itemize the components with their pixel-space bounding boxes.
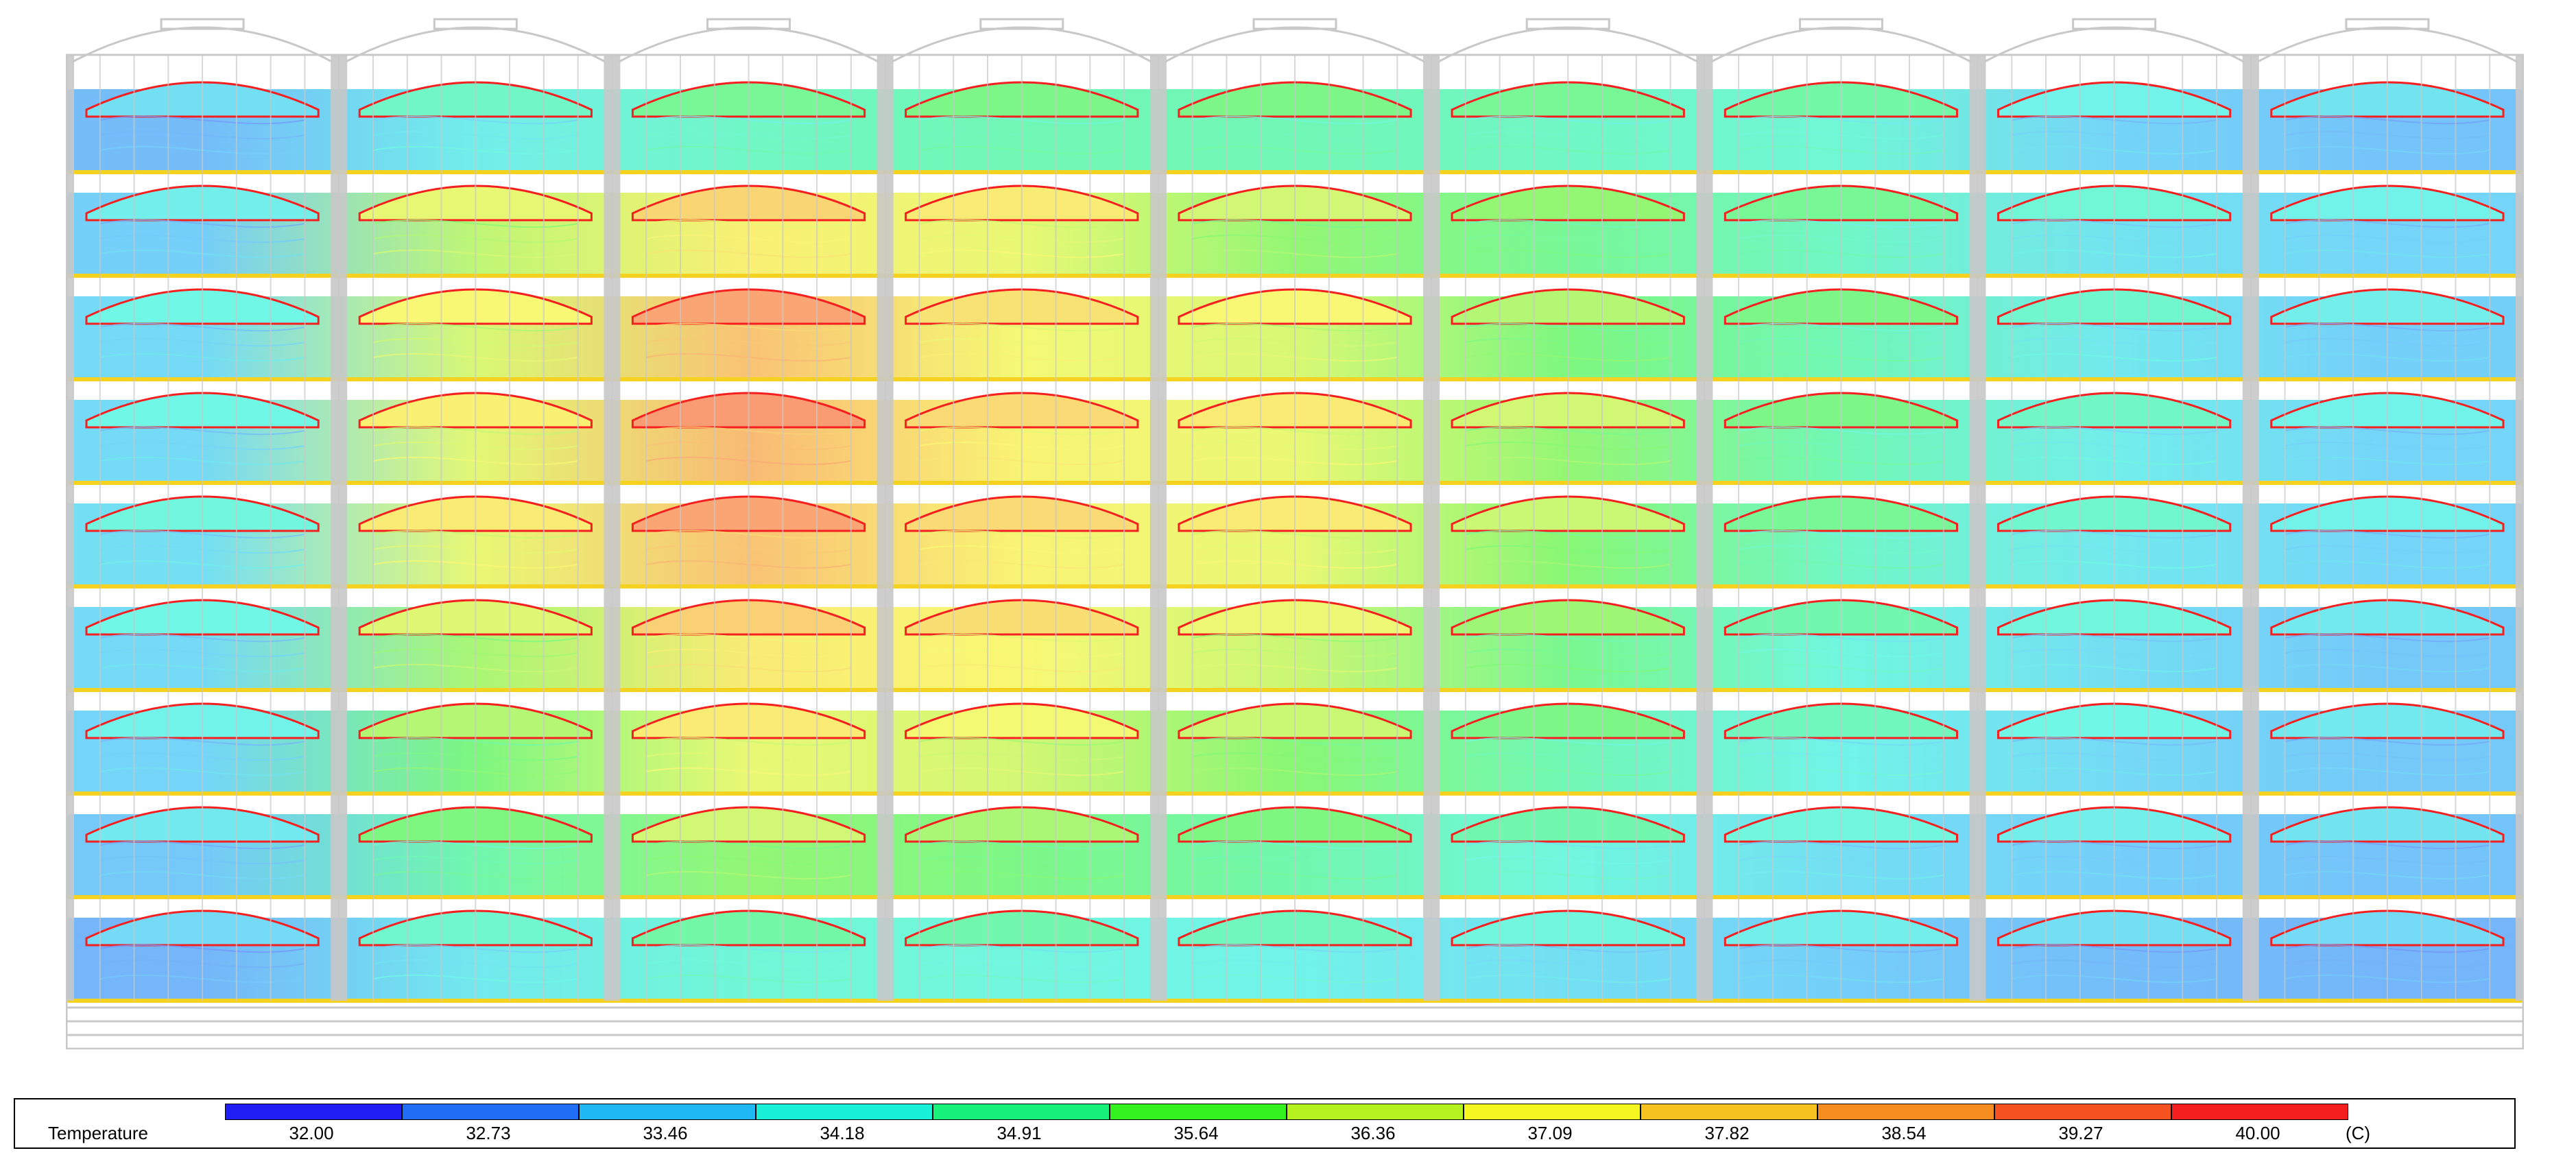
legend-swatch [402, 1104, 579, 1120]
temperature-legend: Temperature 32.00 32.73 33.46 34.18 34.9… [14, 1098, 2516, 1149]
legend-unit: (C) [2346, 1123, 2371, 1143]
roof-arch [72, 26, 333, 63]
legend-swatch [1817, 1104, 1994, 1120]
roof-vent [433, 18, 518, 30]
legend-swatch [225, 1104, 402, 1120]
roof-vent [2345, 18, 2430, 30]
legend-tick-label: 34.18 [820, 1123, 865, 1143]
roof-arch [1438, 26, 1699, 63]
legend-tick-label: 37.82 [1704, 1123, 1750, 1143]
legend-tick-label: 35.64 [1173, 1123, 1219, 1143]
legend-tick-label: 32.00 [289, 1123, 334, 1143]
legend-tick-label: 33.46 [643, 1123, 688, 1143]
bay-divider [2516, 55, 2524, 1001]
legend-swatch [1287, 1104, 1464, 1120]
bay-divider [1969, 55, 1986, 1001]
bay-divider [331, 55, 348, 1001]
building-outline [66, 53, 2524, 1049]
roof-vent [706, 18, 791, 30]
roof-arch [1710, 26, 1972, 63]
roof-vent [160, 18, 245, 30]
bay-divider [66, 55, 74, 1001]
legend-swatch [1464, 1104, 1641, 1120]
roof-vent [1252, 18, 1337, 30]
roof-vent [1798, 18, 1883, 30]
bay-divider [1423, 55, 1440, 1001]
legend-swatch [1641, 1104, 1817, 1120]
roof-vent [979, 18, 1064, 30]
legend-tick-label: 32.73 [466, 1123, 511, 1143]
temperature-contour-plot [66, 14, 2524, 1049]
legend-tick-label: 39.27 [2058, 1123, 2103, 1143]
legend-swatch [2171, 1104, 2348, 1120]
bay-divider [1696, 55, 1713, 1001]
legend-title: Temperature [48, 1123, 148, 1143]
legend-swatch [933, 1104, 1110, 1120]
legend-tick-label: 38.54 [1881, 1123, 1927, 1143]
roof-vent [1525, 18, 1610, 30]
bay-divider [2242, 55, 2259, 1001]
roof-arch [345, 26, 606, 63]
bay-divider [604, 55, 621, 1001]
contour-field-canvas [66, 18, 2524, 1049]
legend-tick-label: 37.09 [1527, 1123, 1573, 1143]
roof-arch [891, 26, 1152, 63]
roof-arch [1165, 26, 1425, 63]
legend-tick-label: 40.00 [2235, 1123, 2280, 1143]
bay-divider [876, 55, 894, 1001]
roof-vent [2072, 18, 2157, 30]
legend-swatch [1110, 1104, 1287, 1120]
roof-arch [618, 26, 879, 63]
roof-arch [2257, 26, 2518, 63]
legend-tick-label: 36.36 [1350, 1123, 1396, 1143]
legend-swatch [756, 1104, 933, 1120]
legend-tick-label: 34.91 [997, 1123, 1042, 1143]
legend-color-scale [225, 1104, 2348, 1120]
legend-swatch [1994, 1104, 2171, 1120]
roof-arch [1983, 26, 2245, 63]
bay-divider [1149, 55, 1167, 1001]
legend-swatch [579, 1104, 756, 1120]
